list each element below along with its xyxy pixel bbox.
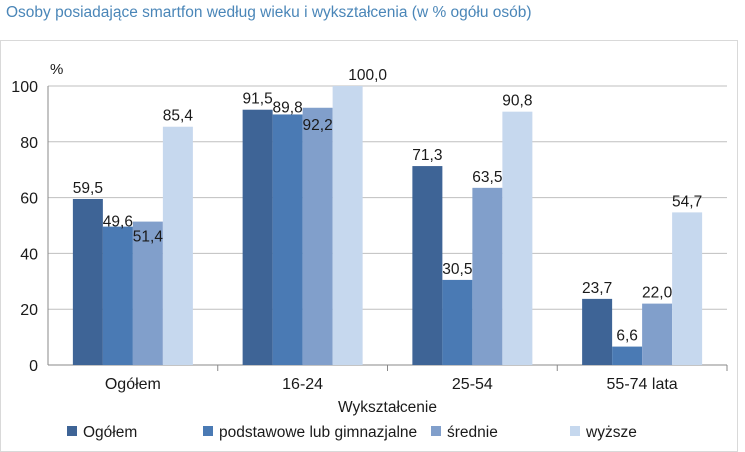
bar (72, 198, 103, 365)
legend-label: średnie (447, 424, 498, 441)
y-tick-label: 100 (11, 79, 38, 96)
legend-swatch (570, 426, 580, 436)
bar (242, 109, 273, 365)
y-axis-label: % (50, 61, 63, 78)
legend-label: wyższe (585, 424, 637, 441)
data-label: 85,4 (163, 108, 194, 125)
bar (642, 303, 673, 365)
data-label: 54,7 (672, 193, 702, 210)
bar (472, 187, 503, 365)
data-label: 90,8 (502, 93, 532, 110)
legend-label: podstawowe lub gimnazjalne (219, 424, 417, 441)
bar (162, 126, 193, 365)
data-label: 63,5 (472, 169, 502, 186)
data-label: 91,5 (243, 91, 273, 108)
data-label: 49,6 (103, 214, 133, 231)
chart-title: Osoby posiadające smartfon według wieku … (6, 4, 532, 21)
bar (442, 279, 473, 365)
legend-swatch (203, 426, 213, 436)
bar (612, 346, 643, 365)
x-tick-label: 16-24 (282, 376, 323, 393)
y-tick-label: 80 (20, 135, 38, 152)
x-tick-label: 55-74 lata (607, 376, 678, 393)
data-label: 51,4 (133, 229, 164, 246)
bar (302, 107, 333, 366)
data-label: 30,5 (442, 261, 472, 278)
bar (332, 86, 363, 365)
data-label: 6,6 (616, 328, 638, 345)
data-label: 92,2 (303, 117, 333, 134)
y-tick-label: 20 (20, 302, 38, 319)
data-label: 89,8 (273, 99, 303, 116)
bar (272, 114, 303, 365)
bar (502, 111, 533, 365)
bar (412, 166, 443, 365)
bar (132, 221, 163, 365)
x-tick-label: Ogółem (105, 376, 161, 393)
y-tick-label: 60 (20, 191, 38, 208)
data-label: 71,3 (412, 147, 442, 164)
data-label: 59,5 (73, 180, 103, 197)
bar (582, 298, 613, 365)
legend-label: Ogółem (83, 424, 137, 441)
x-axis-label: Wykształcenie (338, 399, 437, 416)
bar (102, 226, 133, 365)
legend-swatch (431, 426, 441, 436)
y-tick-label: 40 (20, 246, 38, 263)
bar (672, 212, 703, 365)
data-label: 22,0 (642, 285, 673, 302)
data-label: 100,0 (348, 67, 387, 84)
legend-swatch (67, 426, 77, 436)
x-tick-label: 25-54 (452, 376, 493, 393)
y-tick-label: 0 (29, 358, 38, 375)
data-label: 23,7 (582, 280, 612, 297)
